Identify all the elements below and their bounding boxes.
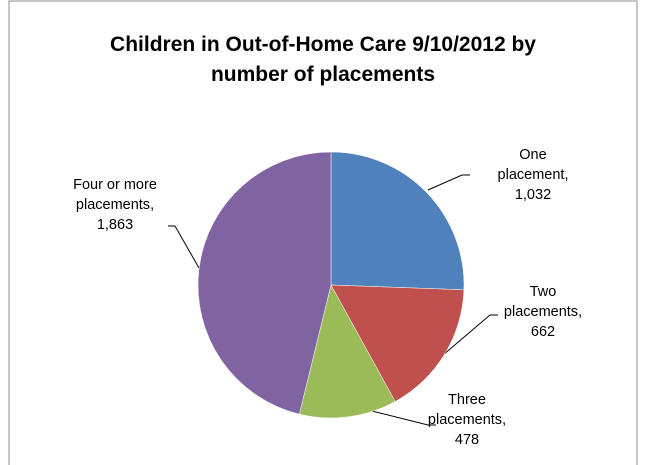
label-category: One placement (497, 147, 565, 183)
label-category: Three placements (427, 392, 503, 428)
label-value: 478 (454, 432, 480, 448)
pie-slice (197, 151, 332, 415)
pie-slice (330, 284, 465, 402)
data-label: Four or more placements, 1,863 (72, 175, 158, 235)
label-value: 662 (530, 324, 556, 340)
pie-slice (330, 151, 465, 291)
data-label: Two placements, 662 (500, 282, 586, 342)
label-separator: , (150, 197, 155, 213)
pie-slice (299, 284, 396, 419)
label-separator: , (502, 412, 507, 428)
chart-title: Children in Out-of-Home Care 9/10/2012 b… (110, 33, 536, 86)
data-label: Three placements, 478 (424, 390, 510, 450)
label-category: Four or more placements (73, 177, 157, 213)
leader-lines (168, 174, 498, 426)
data-label: One placement, 1,032 (490, 145, 576, 205)
label-value: 1,863 (96, 217, 134, 233)
chart-border (8, 0, 638, 465)
label-value: 1,032 (514, 187, 552, 203)
label-category: Two placements (503, 284, 579, 320)
label-separator: , (564, 167, 569, 183)
label-separator: , (578, 304, 583, 320)
